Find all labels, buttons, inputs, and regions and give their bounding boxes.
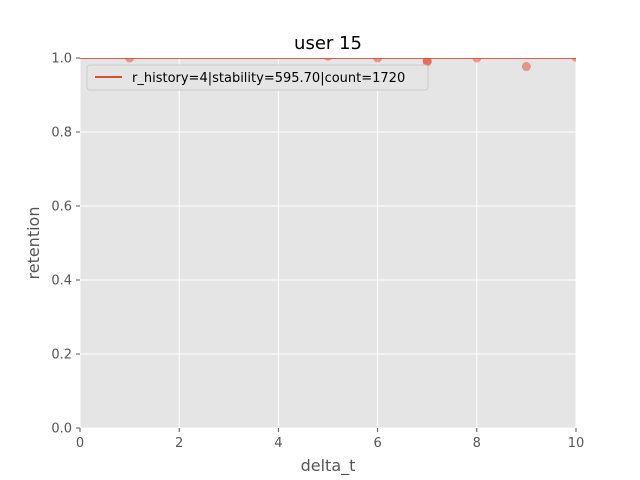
y-tick-label: 0.6 (51, 200, 72, 215)
axis-ticks: 0 2 4 6 8 10 0.0 0.2 0.4 0.6 0.8 1.0 (51, 52, 584, 452)
series-layer (80, 58, 576, 72)
x-tick-label: 8 (473, 436, 481, 451)
data-point (125, 58, 135, 63)
chart-title: user 15 (294, 33, 362, 54)
y-tick-label: 0.4 (51, 274, 72, 289)
x-tick-label: 10 (568, 436, 585, 451)
data-point (472, 58, 482, 63)
x-tick-label: 4 (274, 436, 282, 451)
x-axis-title: delta_t (301, 456, 356, 476)
legend-box (86, 64, 429, 91)
y-axis-title: retention (24, 207, 43, 280)
data-point (521, 62, 531, 72)
data-point (323, 58, 333, 61)
y-tick-label: 0.8 (51, 126, 72, 141)
data-point (373, 58, 383, 63)
y-tick-label: 0.2 (51, 348, 72, 363)
x-tick-label: 2 (175, 436, 183, 451)
data-point (571, 58, 576, 62)
legend: r_history=4|stability=595.70|count=1720 (86, 64, 429, 91)
y-tick-label: 1.0 (51, 52, 72, 67)
x-tick-label: 0 (76, 436, 84, 451)
y-tick-label: 0.0 (51, 422, 72, 437)
x-tick-label: 6 (373, 436, 381, 451)
data-point (422, 58, 432, 67)
plot-background (80, 58, 576, 428)
legend-label: r_history=4|stability=595.70|count=1720 (132, 71, 405, 86)
